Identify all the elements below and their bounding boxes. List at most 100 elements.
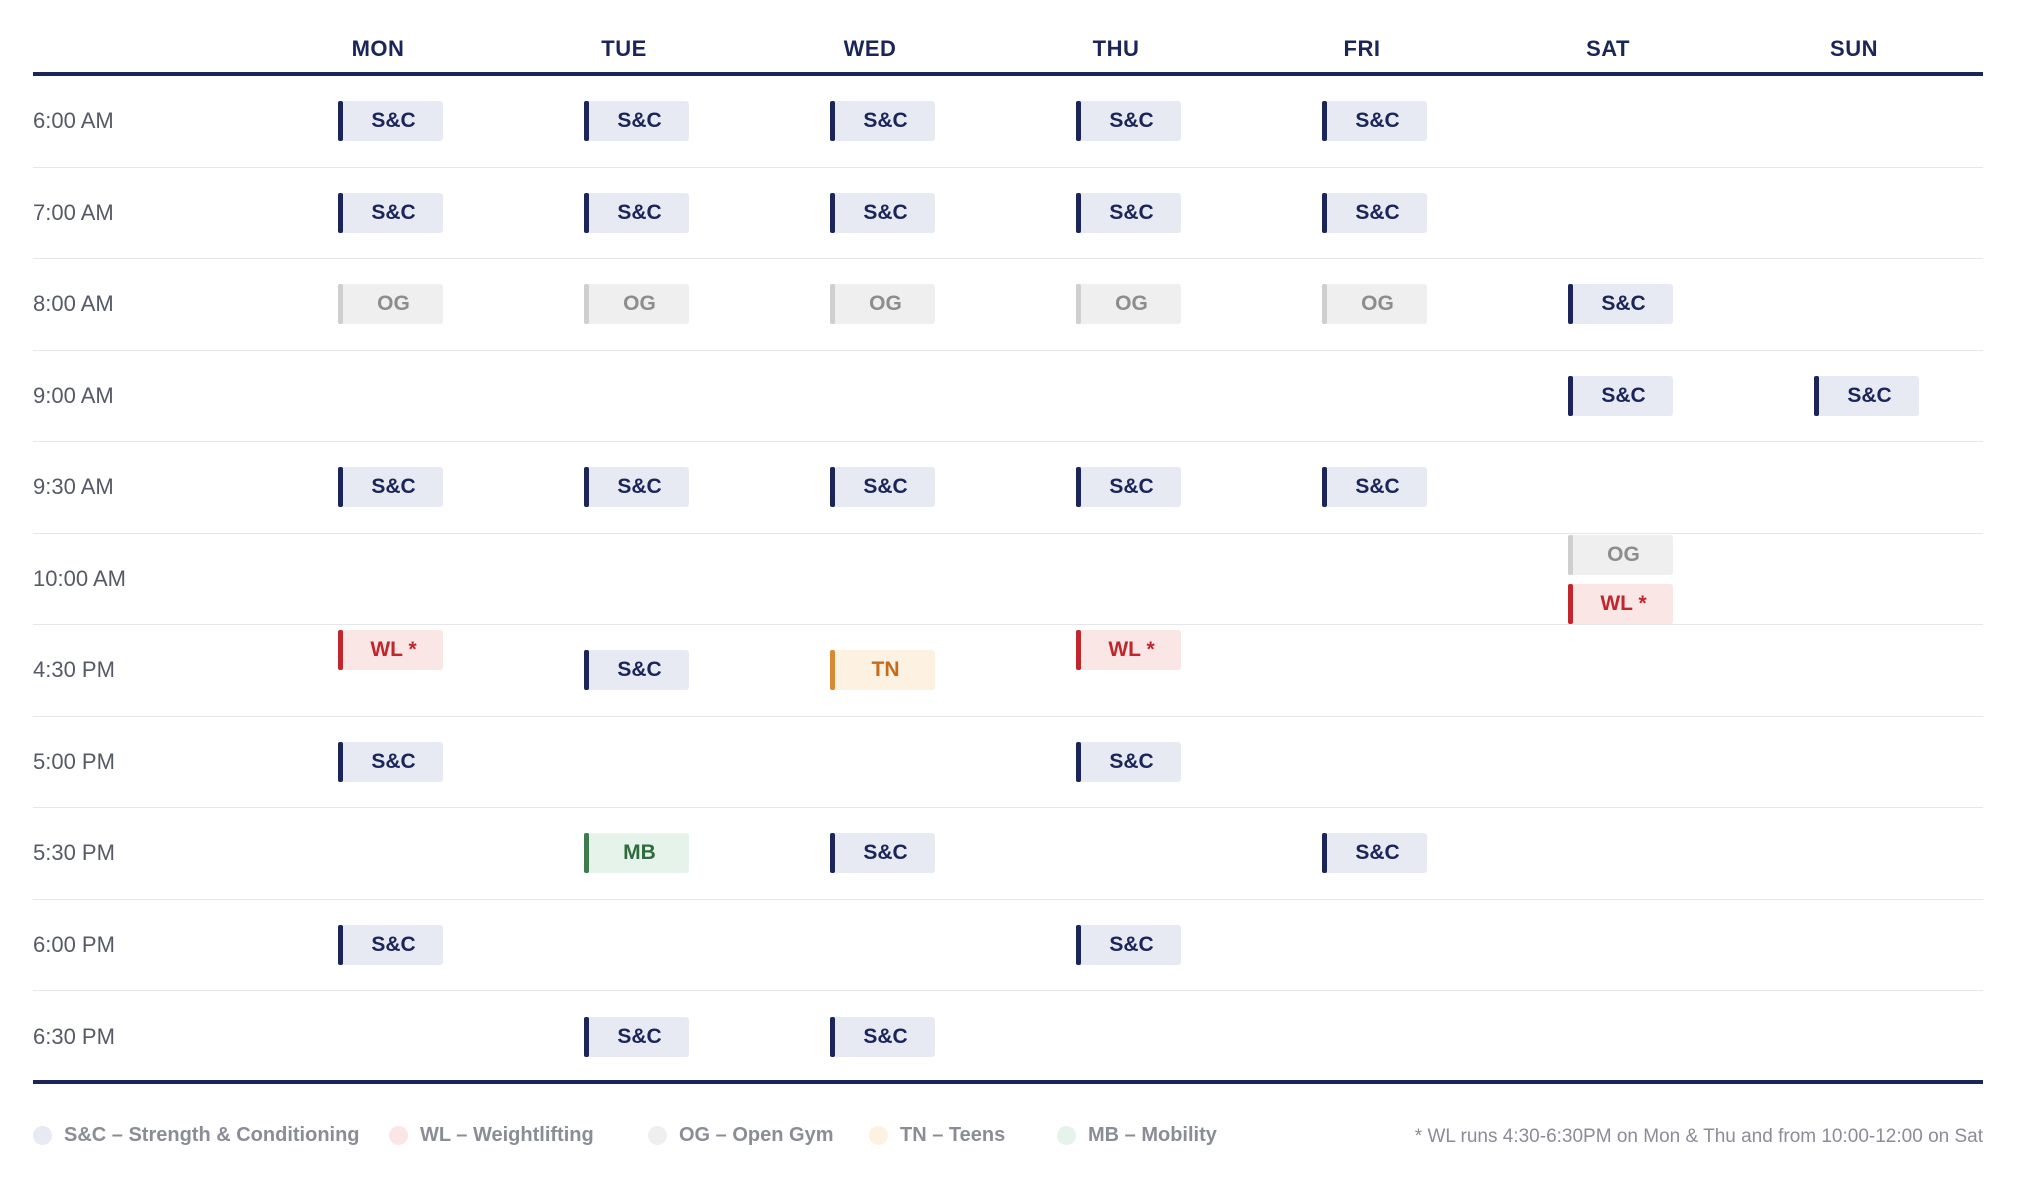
class-pill-wl[interactable]: WL * <box>338 630 443 670</box>
legend-dot-mb <box>1057 1126 1076 1145</box>
cell-tue: S&C <box>584 76 689 167</box>
time-row: 8:00 AM OG OG OG OG OG S&C <box>33 259 1983 351</box>
legend-item-sc: S&C – Strength & Conditioning <box>33 1124 360 1147</box>
class-pill-og[interactable]: OG <box>1322 284 1427 325</box>
time-label: 7:00 AM <box>33 199 114 225</box>
class-pill-og[interactable]: OG <box>1076 284 1181 325</box>
cell-thu: S&C <box>1076 442 1181 533</box>
class-pill-og[interactable]: OG <box>830 284 935 325</box>
class-pill-sc[interactable]: S&C <box>584 650 689 691</box>
legend-label-tn: TN – Teens <box>900 1124 1006 1146</box>
day-header-wed: WED <box>843 36 897 61</box>
cell-tue: S&C <box>584 991 689 1083</box>
class-pill-sc[interactable]: S&C <box>1076 924 1181 965</box>
time-label: 4:30 PM <box>33 657 115 683</box>
class-pill-sc[interactable]: S&C <box>1322 101 1427 142</box>
cell-tue: S&C <box>584 625 689 716</box>
class-pill-sc[interactable]: S&C <box>830 192 935 233</box>
legend-dot-sc <box>33 1126 52 1145</box>
legend-dot-wl <box>389 1126 408 1145</box>
day-header-thu: THU <box>1092 36 1140 61</box>
cell-wed: S&C <box>830 808 935 899</box>
cell-thu: S&C <box>1076 717 1181 808</box>
time-row: 10:00 AM OG WL * <box>33 534 1983 625</box>
class-pill-og[interactable]: OG <box>338 284 443 325</box>
class-pill-sc[interactable]: S&C <box>830 101 935 142</box>
time-label: 5:30 PM <box>33 840 115 866</box>
class-pill-sc[interactable]: S&C <box>584 1016 689 1057</box>
day-header-sun: SUN <box>1830 36 1878 61</box>
cell-fri: S&C <box>1322 808 1427 899</box>
class-pill-sc[interactable]: S&C <box>1322 192 1427 233</box>
footer-divider <box>33 1080 1983 1084</box>
class-pill-sc[interactable]: S&C <box>1568 375 1673 416</box>
cell-thu: S&C <box>1076 900 1181 991</box>
class-pill-sc[interactable]: S&C <box>1076 467 1181 508</box>
class-pill-sc[interactable]: S&C <box>830 467 935 508</box>
class-pill-sc[interactable]: S&C <box>830 833 935 874</box>
cell-sat: S&C <box>1568 351 1673 442</box>
class-pill-sc[interactable]: S&C <box>830 1016 935 1057</box>
cell-wed: TN <box>830 625 935 716</box>
cell-tue: S&C <box>584 442 689 533</box>
time-row: 7:00 AM S&C S&C S&C S&C S&C <box>33 168 1983 259</box>
weekly-schedule: MON TUE WED THU FRI SAT SUN 6:00 AM S&C S&… <box>33 0 1983 1084</box>
class-pill-sc[interactable]: S&C <box>1322 833 1427 874</box>
legend-label-mb: MB – Mobility <box>1088 1124 1217 1146</box>
legend-label-wl: WL – Weightlifting <box>420 1124 594 1146</box>
class-pill-sc[interactable]: S&C <box>338 741 443 782</box>
cell-mon: S&C <box>338 900 443 991</box>
time-row: 9:00 AM S&C S&C <box>33 351 1983 442</box>
day-header-fri: FRI <box>1343 36 1381 61</box>
cell-wed: OG <box>830 259 935 350</box>
cell-fri: S&C <box>1322 76 1427 167</box>
legend-item-og: OG – Open Gym <box>648 1124 833 1147</box>
cell-thu: OG <box>1076 259 1181 350</box>
cell-wed: S&C <box>830 168 935 259</box>
time-row: 6:30 PM S&C S&C <box>33 991 1983 1083</box>
class-pill-sc[interactable]: S&C <box>338 467 443 508</box>
cell-wed: S&C <box>830 76 935 167</box>
time-label: 8:00 AM <box>33 291 114 317</box>
day-header-mon: MON <box>351 36 405 61</box>
class-pill-og[interactable]: OG <box>584 284 689 325</box>
time-label: 5:00 PM <box>33 748 115 774</box>
time-label: 9:00 AM <box>33 382 114 408</box>
class-pill-sc[interactable]: S&C <box>584 192 689 233</box>
class-pill-wl[interactable]: WL * <box>1568 583 1673 624</box>
time-rows: 6:00 AM S&C S&C S&C S&C S&C 7:00 AM S&C S&C S&C S&… <box>33 76 1983 1083</box>
time-label: 10:00 AM <box>33 565 126 591</box>
class-pill-sc[interactable]: S&C <box>338 101 443 142</box>
class-pill-sc[interactable]: S&C <box>1076 192 1181 233</box>
cell-thu: S&C <box>1076 76 1181 167</box>
cell-wed: S&C <box>830 442 935 533</box>
legend-item-tn: TN – Teens <box>869 1124 1005 1147</box>
cell-wed: S&C <box>830 991 935 1083</box>
cell-mon: OG <box>338 259 443 350</box>
legend: S&C – Strength & Conditioning WL – Weigh… <box>33 1124 1983 1154</box>
class-pill-sc[interactable]: S&C <box>338 192 443 233</box>
time-label: 9:30 AM <box>33 474 114 500</box>
class-pill-wl[interactable]: WL * <box>1076 630 1181 670</box>
class-pill-sc[interactable]: S&C <box>584 467 689 508</box>
header-divider <box>33 72 1983 76</box>
legend-label-sc: S&C – Strength & Conditioning <box>64 1124 360 1146</box>
class-pill-sc[interactable]: S&C <box>1076 741 1181 782</box>
cell-fri: S&C <box>1322 168 1427 259</box>
class-pill-sc[interactable]: S&C <box>1814 375 1919 416</box>
day-header-tue: TUE <box>601 36 647 61</box>
cell-mon: S&C <box>338 442 443 533</box>
class-pill-sc[interactable]: S&C <box>338 924 443 965</box>
class-pill-og[interactable]: OG <box>1568 534 1673 575</box>
class-pill-sc[interactable]: S&C <box>1076 101 1181 142</box>
cell-sun: S&C <box>1814 351 1919 442</box>
legend-label-og: OG – Open Gym <box>679 1124 834 1146</box>
cell-mon: S&C <box>338 168 443 259</box>
class-pill-mb[interactable]: MB <box>584 833 689 874</box>
class-pill-sc[interactable]: S&C <box>1568 284 1673 325</box>
cell-fri: OG <box>1322 259 1427 350</box>
class-pill-sc[interactable]: S&C <box>584 101 689 142</box>
class-pill-tn[interactable]: TN <box>830 650 935 691</box>
class-pill-sc[interactable]: S&C <box>1322 467 1427 508</box>
time-row: 9:30 AM S&C S&C S&C S&C S&C <box>33 442 1983 534</box>
